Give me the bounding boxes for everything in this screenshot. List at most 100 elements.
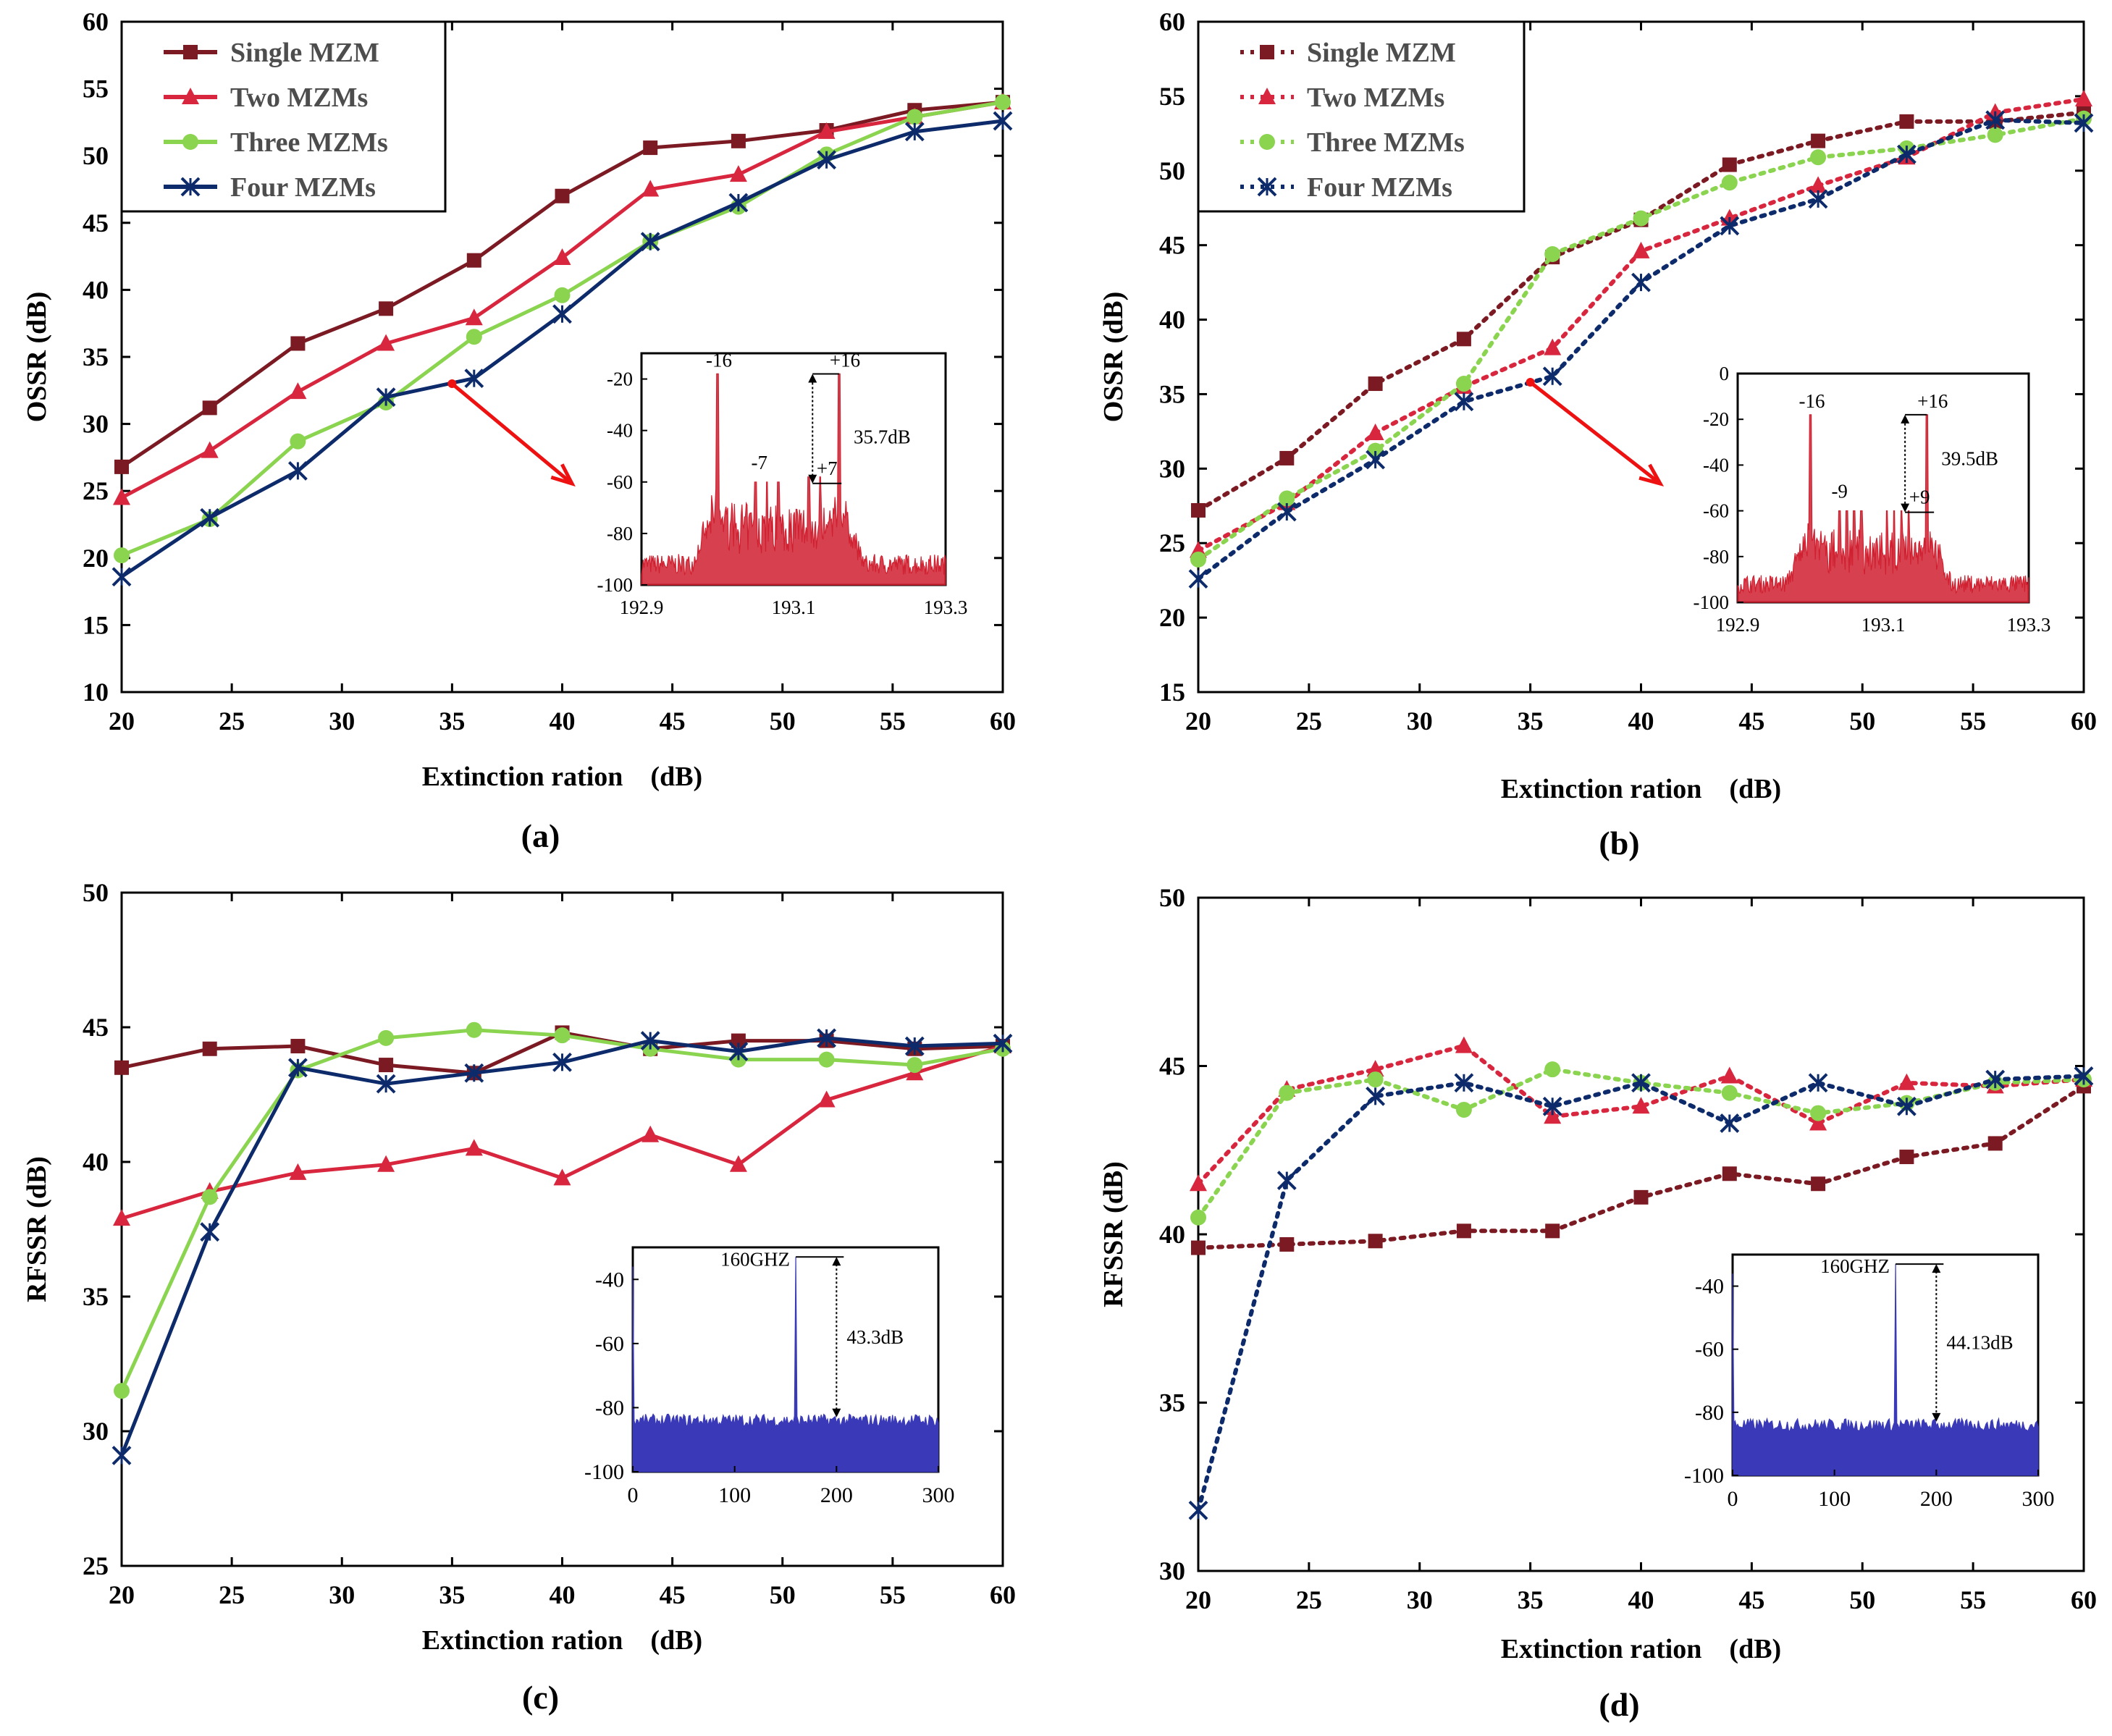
ytick-label: 25	[83, 1551, 109, 1580]
marker-square	[555, 188, 570, 203]
xtick-label: 40	[550, 707, 576, 736]
marker-square	[1722, 157, 1737, 172]
inset-ratio-arrowhead	[808, 374, 817, 383]
marker-square	[466, 253, 481, 268]
inset-xtick-label: 100	[718, 1483, 751, 1507]
marker-triangle	[289, 382, 307, 400]
panel-label: (b)	[1599, 825, 1639, 861]
marker-circle	[1544, 246, 1561, 263]
marker-square	[1368, 1234, 1383, 1249]
inset-ytick-label: -100	[1694, 591, 1730, 613]
inset-ytick-label: -60	[1703, 500, 1729, 522]
pointer-origin	[1526, 377, 1535, 387]
inset-ytick-label: -100	[1684, 1464, 1724, 1488]
marker-triangle	[1544, 1107, 1562, 1124]
marker-triangle	[2075, 90, 2092, 107]
marker-triangle	[465, 308, 483, 326]
marker-circle	[466, 1021, 482, 1038]
xtick-label: 20	[1185, 707, 1211, 736]
marker-circle	[114, 1383, 130, 1399]
marker-square	[183, 45, 198, 59]
marker-triangle	[817, 1090, 836, 1108]
xtick-label: 45	[1738, 1585, 1764, 1614]
marker-circle	[1721, 174, 1738, 191]
inset-xtick-label: 0	[628, 1483, 639, 1507]
legend-entry: Single MZM	[1307, 38, 1456, 68]
y-axis-label: OSSR (dB)	[22, 292, 52, 423]
ytick-label: 15	[83, 610, 109, 639]
marker-triangle	[1632, 241, 1650, 258]
marker-square	[1722, 1166, 1737, 1181]
ytick-label: 50	[1159, 883, 1185, 912]
inset-xtick-label: 300	[922, 1483, 955, 1507]
inset-ytick-label: -100	[597, 574, 634, 596]
marker-square	[202, 1041, 217, 1056]
marker-square	[1368, 376, 1383, 392]
inset-ytick-label: -60	[595, 1332, 624, 1356]
xtick-label: 60	[990, 1580, 1016, 1609]
marker-circle	[554, 287, 571, 303]
series-line	[1196, 110, 2086, 513]
inset-ytick-label: -40	[1695, 1275, 1724, 1299]
ytick-label: 35	[1159, 1389, 1185, 1417]
ytick-label: 45	[1159, 231, 1185, 260]
inset-ytick-label: -80	[1703, 546, 1729, 568]
pointer-arrow	[1529, 381, 1662, 485]
xtick-label: 50	[1849, 1585, 1875, 1614]
ytick-label: 15	[1159, 678, 1185, 707]
panel-label: (a)	[521, 817, 560, 854]
inset-ytick-label: 0	[1720, 363, 1730, 384]
x-axis-label: Extinction ration (dB)	[422, 1625, 702, 1656]
marker-circle	[1810, 1105, 1827, 1121]
marker-triangle	[201, 441, 219, 458]
inset-ann-inner-left: -9	[1831, 481, 1848, 502]
xtick-label: 25	[219, 707, 245, 736]
xtick-label: 30	[1407, 707, 1433, 736]
marker-circle	[818, 1051, 835, 1068]
xtick-label: 35	[439, 1580, 465, 1609]
marker-triangle	[641, 180, 660, 197]
y-axis-label: RFSSR (dB)	[22, 1156, 52, 1302]
marker-square	[1545, 1223, 1560, 1239]
inset-ann-left-peak: -16	[1799, 390, 1825, 412]
inset-rf-trace	[632, 1257, 939, 1472]
marker-square	[1811, 1176, 1826, 1192]
inset-xtick-label: 193.1	[1861, 614, 1906, 636]
marker-triangle	[1366, 1060, 1384, 1077]
marker-circle	[1721, 1084, 1738, 1101]
marker-circle	[1190, 1209, 1206, 1226]
marker-triangle	[1898, 1073, 1916, 1090]
xtick-label: 35	[1518, 707, 1544, 736]
inset-ytick-label: -40	[1703, 454, 1729, 476]
marker-circle	[554, 1027, 571, 1044]
y-axis-label: OSSR (dB)	[1098, 292, 1129, 423]
marker-square	[379, 1058, 394, 1073]
xtick-label: 30	[329, 1580, 355, 1609]
marker-square	[1899, 1150, 1914, 1165]
xtick-label: 20	[1185, 1585, 1211, 1614]
marker-triangle	[113, 1209, 130, 1226]
pointer-arrowhead	[1638, 463, 1665, 486]
marker-triangle	[465, 1139, 483, 1156]
ytick-label: 45	[1159, 1052, 1185, 1081]
series-four-mzms	[112, 111, 1013, 587]
marker-triangle	[729, 1155, 747, 1172]
legend-entry: Two MZMs	[1307, 83, 1444, 113]
marker-circle	[1259, 134, 1275, 150]
xtick-label: 40	[1628, 707, 1654, 736]
xtick-label: 40	[1628, 1585, 1654, 1614]
inset-xtick-label: 193.1	[772, 597, 816, 618]
legend: Single MZM Two MZMs Three MZMs Four MZMs	[120, 20, 447, 213]
ytick-label: 45	[83, 1013, 109, 1042]
x-axis-label: Extinction ration (dB)	[1501, 1634, 1781, 1664]
inset-ratio-arrowhead	[808, 474, 817, 484]
marker-circle	[1455, 376, 1472, 392]
ytick-label: 30	[83, 410, 109, 439]
inset-ann-inner-right: +9	[1909, 486, 1930, 508]
marker-triangle	[113, 488, 130, 505]
marker-triangle	[641, 1125, 660, 1142]
marker-circle	[906, 109, 923, 125]
